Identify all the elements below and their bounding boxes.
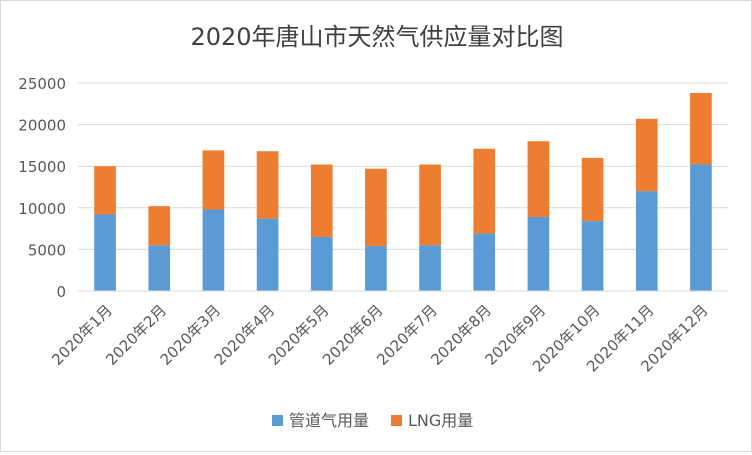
y-tick-label: 20000 <box>18 117 66 135</box>
bar-segment-pipeline <box>690 164 712 291</box>
y-tick-label: 5000 <box>28 241 66 259</box>
legend-label: 管道气用量 <box>289 411 369 430</box>
bar-segment-lng <box>256 151 279 219</box>
y-tick-label: 25000 <box>18 75 66 93</box>
y-tick-label: 0 <box>56 283 66 301</box>
bars <box>94 92 712 291</box>
bar-segment-lng <box>310 164 333 237</box>
y-tick-label: 10000 <box>18 200 66 218</box>
bar-segment-pipeline <box>473 233 496 291</box>
legend-swatch <box>272 415 283 426</box>
bar-segment-lng <box>473 148 496 234</box>
bar-segment-lng <box>581 157 604 222</box>
bar-segment-lng <box>202 150 225 210</box>
bar-segment-pipeline <box>202 209 225 291</box>
bar-segment-lng <box>148 206 171 246</box>
gridlines <box>78 82 728 292</box>
bar-segment-pipeline <box>527 216 550 291</box>
bar-segment-pipeline <box>635 191 658 291</box>
bar-segment-lng <box>635 118 658 192</box>
legend-swatch <box>391 415 402 426</box>
bar-segment-pipeline <box>581 221 604 291</box>
bar-segment-lng <box>419 164 441 246</box>
bar-segment-lng <box>527 141 550 217</box>
chart-title: 2020年唐山市天然气供应量对比图 <box>190 23 563 51</box>
bar-segment-pipeline <box>256 218 279 291</box>
bar-segment-lng <box>94 166 116 215</box>
bar-segment-pipeline <box>365 246 387 291</box>
x-axis: 2020年1月2020年2月2020年3月2020年4月2020年5月2020年… <box>48 290 728 376</box>
bar-segment-pipeline <box>310 236 333 291</box>
bar-segment-pipeline <box>94 214 116 291</box>
y-tick-label: 15000 <box>18 158 66 176</box>
bar-segment-pipeline <box>419 245 441 291</box>
legend: 管道气用量 LNG用量 <box>272 411 473 430</box>
bar-segment-pipeline <box>148 245 171 291</box>
bar-segment-lng <box>690 92 712 165</box>
legend-label: LNG用量 <box>408 411 473 430</box>
y-axis: 0 5000 10000 15000 20000 25000 <box>18 75 66 301</box>
bar-segment-lng <box>365 168 387 247</box>
